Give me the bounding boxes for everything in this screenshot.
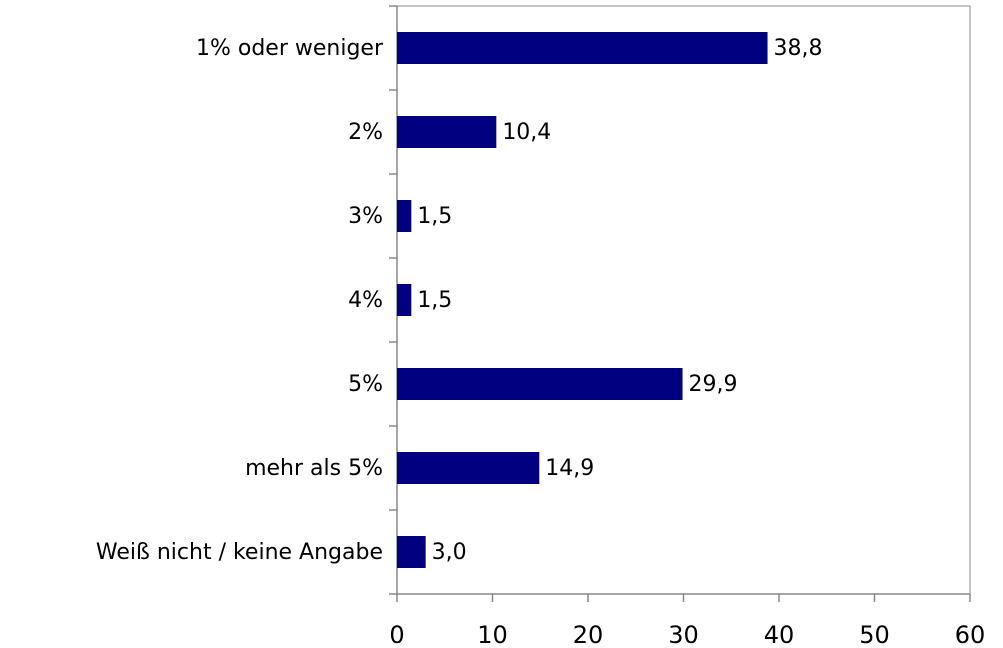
bar bbox=[397, 32, 768, 64]
value-label: 1,5 bbox=[417, 204, 452, 229]
bar bbox=[397, 200, 412, 232]
x-tick-label: 30 bbox=[668, 621, 699, 648]
y-tick-label: 2% bbox=[348, 120, 383, 145]
value-label: 1,5 bbox=[417, 288, 452, 313]
value-label: 14,9 bbox=[545, 456, 594, 481]
plot-area bbox=[396, 5, 971, 595]
bar bbox=[397, 116, 497, 148]
y-tick-label: 3% bbox=[348, 204, 383, 229]
y-tick-label: mehr als 5% bbox=[245, 456, 383, 481]
value-label: 10,4 bbox=[502, 120, 551, 145]
y-tick-label: 1% oder weniger bbox=[196, 36, 384, 61]
bar bbox=[397, 284, 412, 316]
y-tick-label: Weiß nicht / keine Angabe bbox=[96, 540, 383, 565]
y-tick-label: 5% bbox=[348, 372, 383, 397]
x-tick-label: 0 bbox=[389, 621, 404, 648]
bar bbox=[397, 452, 540, 484]
y-tick-label: 4% bbox=[348, 288, 383, 313]
bar bbox=[397, 368, 683, 400]
bar bbox=[397, 536, 426, 568]
x-tick-label: 20 bbox=[573, 621, 604, 648]
x-tick-label: 50 bbox=[859, 621, 890, 648]
x-tick-label: 40 bbox=[764, 621, 795, 648]
value-label: 38,8 bbox=[774, 36, 823, 61]
value-label: 29,9 bbox=[689, 372, 738, 397]
x-tick-label: 10 bbox=[477, 621, 508, 648]
value-label: 3,0 bbox=[432, 540, 467, 565]
x-tick-label: 60 bbox=[955, 621, 986, 648]
